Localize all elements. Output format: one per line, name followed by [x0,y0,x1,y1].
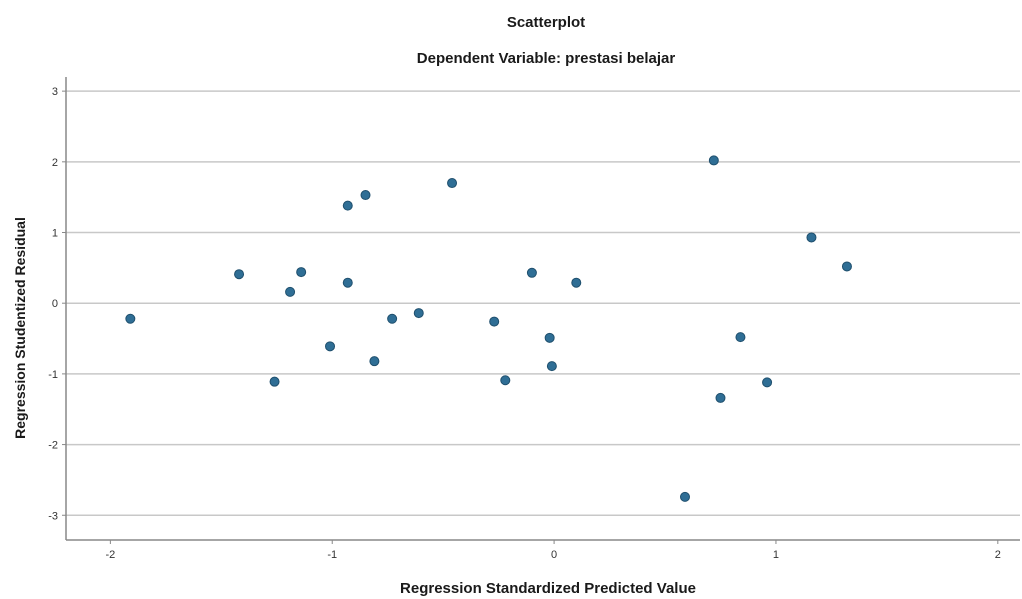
data-point [679,491,690,502]
data-point [234,269,245,280]
data-point [285,286,296,297]
data-point [369,356,380,367]
data-point [269,376,280,387]
data-point [387,313,398,324]
data-point [447,178,458,189]
y-tick-label: -1 [48,369,58,381]
y-tick-label: -2 [48,440,58,452]
data-point [125,313,136,324]
x-tick-label: -1 [327,549,337,561]
data-point [715,392,726,403]
y-axis-label: Regression Studentized Residual [12,217,28,439]
gridlines [66,90,1020,517]
y-tick-label: 3 [52,86,58,98]
data-point [735,332,746,343]
data-point [708,155,719,166]
data-point [806,232,817,243]
y-tick-label: -3 [48,510,58,522]
data-point [544,332,555,343]
data-point [526,267,537,278]
axes [62,77,1020,544]
data-points [125,155,852,502]
data-point [841,261,852,272]
tick-labels: -3 -2 -1 0 1 2 3 -2 -1 0 1 2 [48,86,1001,561]
data-point [325,341,336,352]
chart-title: Scatterplot [506,14,586,31]
data-point [342,277,353,288]
x-tick-label: 0 [551,549,557,561]
data-point [571,277,582,288]
data-point [413,308,424,319]
data-point [342,200,353,211]
data-point [360,190,371,201]
data-point [546,361,557,372]
y-tick-label: 1 [52,228,58,240]
data-point [296,267,307,278]
y-tick-label: 2 [52,157,58,169]
x-tick-label: 1 [773,549,779,561]
x-axis-label: Regression Standardized Predicted Value [400,580,696,597]
x-tick-label: 2 [995,549,1001,561]
y-tick-label: 0 [52,298,58,310]
data-point [489,316,500,327]
x-tick-label: -2 [105,549,115,561]
data-point [762,377,773,388]
chart-subtitle: Dependent Variable: prestasi belajar [416,50,676,67]
data-point [500,375,511,386]
